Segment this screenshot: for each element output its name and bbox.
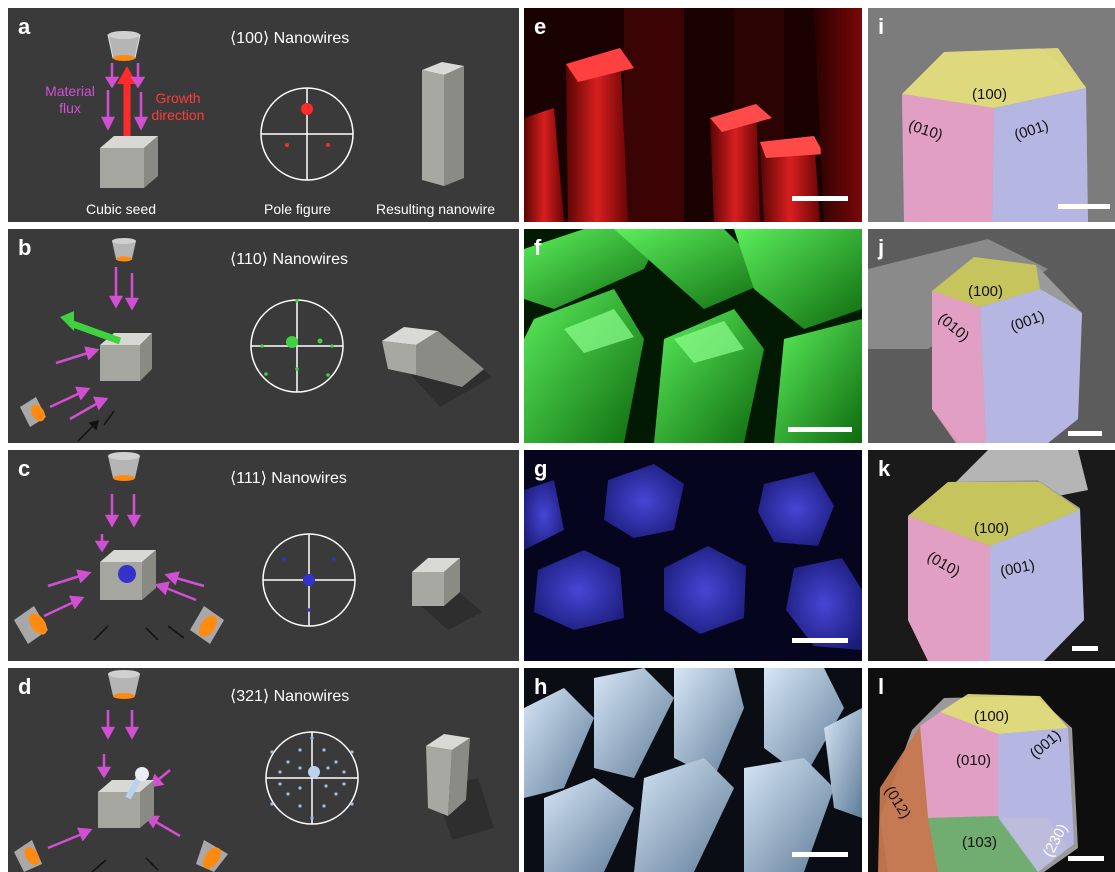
cubic-seed-icon (98, 767, 154, 828)
material-flux-arrows (100, 63, 149, 131)
panel-e-graphic (524, 8, 862, 222)
panel-f-micrograph: f (524, 229, 862, 443)
panel-d: d ⟨321⟩ Nanowires (8, 668, 519, 872)
panel-title-c: ⟨111⟩ Nanowires (230, 470, 347, 487)
evaporation-source-icon (190, 606, 224, 644)
panel-d-graphic (14, 670, 494, 872)
evaporation-source-icon (108, 670, 140, 699)
panel-label-k: k (878, 456, 891, 481)
panel-b: b ⟨110⟩ Nanowires (8, 229, 519, 443)
resulting-nanowire-icon (382, 327, 492, 407)
evaporation-source-icon (14, 840, 42, 872)
panel-k-micrograph: k (100) (010) (001) (868, 450, 1115, 661)
scale-bar-l (1068, 856, 1104, 861)
panel-e-micrograph: e (524, 8, 862, 222)
panel-i-micrograph: i (100) (010) (001) (868, 8, 1115, 222)
panel-k-graphic (908, 450, 1088, 661)
resulting-nanowire-icon (412, 558, 482, 630)
panel-title-b: ⟨110⟩ Nanowires (230, 251, 349, 268)
panel-i-graphic (868, 8, 1115, 222)
panel-g-micrograph: g (524, 450, 862, 661)
caption-resulting-nanowire: Resulting nanowire (376, 201, 496, 217)
growth-direction-arrow (60, 311, 122, 345)
panel-title-a: ⟨100⟩ Nanowires (230, 30, 350, 47)
panel-h-micrograph: h (524, 668, 862, 872)
material-flux-label: Material flux (45, 83, 95, 116)
growth-direction-label: Growth direction (151, 90, 205, 123)
panel-label-d: d (18, 674, 32, 699)
panel-label-l: l (878, 674, 885, 699)
evaporation-source-icon (20, 397, 46, 427)
panel-label-g: g (534, 456, 548, 481)
panel-l-micrograph: l (100) (010) (001) (012) (103) (230) (868, 668, 1115, 872)
material-flux-arrows (47, 710, 181, 850)
material-flux-arrows (49, 267, 140, 421)
scale-bar-f (788, 427, 852, 432)
pole-figure-a (260, 87, 354, 181)
panel-label-e: e (534, 14, 547, 39)
facet-label-103: (103) (962, 834, 998, 851)
facet-label-100: (100) (972, 86, 1008, 103)
evaporation-source-icon (108, 452, 140, 481)
evaporation-source-icon (14, 606, 48, 644)
panel-label-i: i (878, 14, 885, 39)
pole-figure-b (250, 299, 344, 393)
panel-b-graphic (20, 238, 492, 442)
panel-label-a: a (18, 14, 31, 39)
evaporation-source-icon (196, 840, 228, 872)
pole-figure-c (262, 533, 356, 627)
scale-bar-k (1072, 646, 1098, 651)
scale-bar-i (1058, 204, 1110, 209)
growth-direction-arrow (117, 66, 137, 138)
scale-bar-e (792, 196, 848, 201)
panel-label-h: h (534, 674, 548, 699)
panel-c-graphic (14, 452, 482, 644)
evaporation-source-icon (112, 238, 136, 262)
panel-label-c: c (18, 456, 31, 481)
caption-cubic-seed: Cubic seed (86, 201, 157, 217)
facet-label-010: (010) (956, 752, 992, 769)
panel-title-d: ⟨321⟩ Nanowires (230, 688, 350, 705)
scale-bar-j (1068, 431, 1102, 436)
panel-g-graphic (524, 464, 862, 650)
pole-figure-d (265, 731, 359, 825)
scale-bar-h (792, 852, 848, 857)
facet-label-100: (100) (968, 283, 1004, 300)
cubic-seed-icon (100, 550, 156, 600)
resulting-nanowire-icon (422, 62, 464, 186)
material-flux-arrows (43, 494, 205, 618)
panel-f-graphic (524, 229, 862, 443)
panel-a-graphic (100, 31, 464, 188)
panel-label-f: f (534, 235, 542, 260)
panel-c: c ⟨111⟩ Nanowires (8, 450, 519, 661)
facet-label-100: (100) (974, 520, 1010, 537)
evaporation-source-icon (107, 31, 141, 61)
cubic-seed-icon (100, 136, 158, 188)
panel-l-graphic (878, 694, 1078, 872)
caption-pole-figure: Pole figure (264, 201, 331, 217)
panel-label-j: j (878, 235, 885, 260)
panel-label-b: b (18, 235, 32, 260)
panel-h-graphic (524, 668, 862, 872)
resulting-nanowire-icon (426, 734, 494, 840)
panel-j-micrograph: j (100) (010) (001) (868, 229, 1115, 443)
panel-j-graphic (868, 229, 1115, 443)
facet-label-100: (100) (974, 708, 1010, 725)
panel-a: a ⟨100⟩ Nanowires Material flux Growth d… (8, 8, 519, 222)
scale-bar-g (792, 638, 848, 643)
